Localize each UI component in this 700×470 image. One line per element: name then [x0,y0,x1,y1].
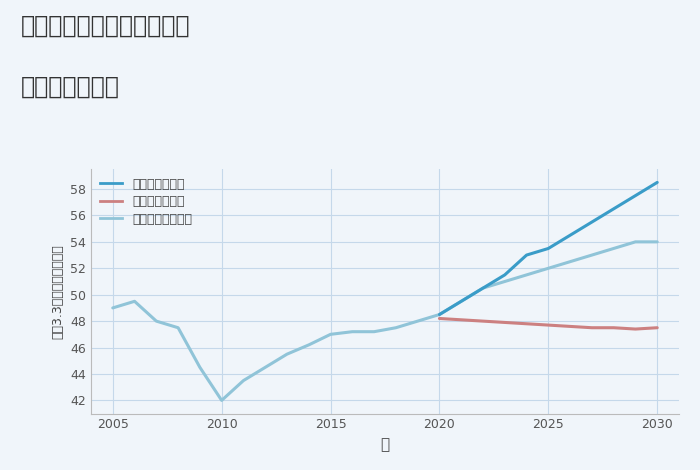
ノーマルシナリオ [392,325,400,330]
X-axis label: 年: 年 [380,437,390,452]
Text: 大阪府堺市堺区柳之町東の: 大阪府堺市堺区柳之町東の [21,14,190,38]
ノーマルシナリオ [261,365,270,370]
グッドシナリオ [522,252,531,258]
ノーマルシナリオ [218,398,226,403]
グッドシナリオ [544,246,552,251]
バッドシナリオ [544,322,552,328]
ノーマルシナリオ [348,329,356,335]
ノーマルシナリオ [631,239,640,245]
ノーマルシナリオ [588,252,596,258]
ノーマルシナリオ [174,325,182,330]
バッドシナリオ [653,325,662,330]
ノーマルシナリオ [653,239,662,245]
Y-axis label: 坪（3.3㎡）単価（万円）: 坪（3.3㎡）単価（万円） [52,244,64,339]
ノーマルシナリオ [130,298,139,304]
Text: 土地の価格推移: 土地の価格推移 [21,75,120,99]
バッドシナリオ [479,318,487,324]
バッドシナリオ [566,323,574,329]
ノーマルシナリオ [304,342,313,348]
ノーマルシナリオ [457,298,466,304]
Legend: グッドシナリオ, バッドシナリオ, ノーマルシナリオ: グッドシナリオ, バッドシナリオ, ノーマルシナリオ [97,175,195,228]
バッドシナリオ [588,325,596,330]
バッドシナリオ [631,326,640,332]
ノーマルシナリオ [283,352,291,357]
ノーマルシナリオ [414,318,422,324]
ノーマルシナリオ [522,272,531,278]
バッドシナリオ [610,325,618,330]
ノーマルシナリオ [544,266,552,271]
Line: グッドシナリオ: グッドシナリオ [440,182,657,314]
グッドシナリオ [479,285,487,291]
グッドシナリオ [500,272,509,278]
バッドシナリオ [522,321,531,327]
バッドシナリオ [500,320,509,325]
ノーマルシナリオ [500,279,509,284]
グッドシナリオ [588,219,596,225]
Line: バッドシナリオ: バッドシナリオ [440,319,657,329]
ノーマルシナリオ [370,329,378,335]
グッドシナリオ [457,298,466,304]
ノーマルシナリオ [239,378,248,384]
グッドシナリオ [566,233,574,238]
グッドシナリオ [610,206,618,212]
バッドシナリオ [457,317,466,322]
グッドシナリオ [653,180,662,185]
ノーマルシナリオ [326,331,335,337]
Line: ノーマルシナリオ: ノーマルシナリオ [113,242,657,400]
ノーマルシナリオ [196,365,204,370]
ノーマルシナリオ [479,285,487,291]
ノーマルシナリオ [108,305,117,311]
グッドシナリオ [631,193,640,198]
ノーマルシナリオ [610,246,618,251]
ノーマルシナリオ [152,318,160,324]
ノーマルシナリオ [435,312,444,317]
バッドシナリオ [435,316,444,321]
グッドシナリオ [435,312,444,317]
ノーマルシナリオ [566,259,574,265]
